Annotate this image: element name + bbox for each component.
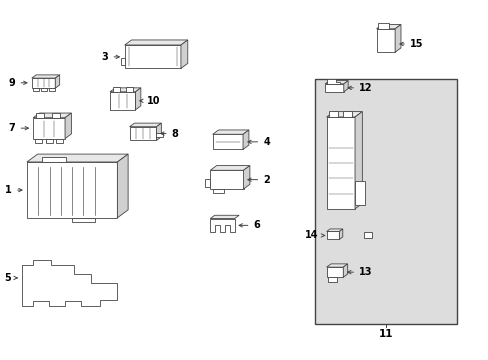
Polygon shape bbox=[33, 113, 71, 118]
Polygon shape bbox=[212, 130, 248, 134]
Polygon shape bbox=[354, 181, 364, 205]
Polygon shape bbox=[156, 123, 161, 140]
Polygon shape bbox=[212, 189, 224, 193]
Text: 7: 7 bbox=[9, 123, 28, 133]
Bar bbox=[364, 232, 371, 238]
Text: 9: 9 bbox=[9, 78, 27, 88]
Polygon shape bbox=[181, 40, 187, 68]
Polygon shape bbox=[32, 78, 55, 88]
Polygon shape bbox=[212, 134, 243, 149]
Polygon shape bbox=[110, 92, 135, 110]
Text: 14: 14 bbox=[304, 230, 324, 240]
Polygon shape bbox=[326, 229, 342, 231]
Polygon shape bbox=[243, 130, 248, 149]
Polygon shape bbox=[394, 24, 400, 52]
Text: 15: 15 bbox=[399, 39, 423, 49]
Polygon shape bbox=[156, 133, 163, 137]
Polygon shape bbox=[36, 113, 44, 118]
Polygon shape bbox=[117, 154, 128, 218]
Polygon shape bbox=[326, 117, 354, 209]
Polygon shape bbox=[210, 166, 249, 170]
Polygon shape bbox=[52, 113, 61, 118]
Text: 4: 4 bbox=[247, 137, 269, 147]
Polygon shape bbox=[35, 139, 42, 143]
Polygon shape bbox=[124, 45, 181, 68]
Polygon shape bbox=[327, 277, 337, 282]
Polygon shape bbox=[110, 88, 141, 92]
Polygon shape bbox=[328, 111, 337, 117]
Polygon shape bbox=[343, 81, 347, 92]
Polygon shape bbox=[354, 112, 362, 209]
Polygon shape bbox=[210, 219, 234, 232]
Polygon shape bbox=[326, 231, 339, 239]
Text: 1: 1 bbox=[5, 185, 22, 195]
Polygon shape bbox=[210, 215, 239, 219]
Polygon shape bbox=[32, 75, 60, 78]
Polygon shape bbox=[135, 88, 141, 110]
Text: 2: 2 bbox=[247, 175, 269, 185]
Bar bbox=[315, 79, 456, 324]
Polygon shape bbox=[41, 157, 66, 162]
Polygon shape bbox=[46, 139, 53, 143]
Polygon shape bbox=[33, 118, 65, 139]
Text: 3: 3 bbox=[102, 52, 119, 62]
Text: 6: 6 bbox=[239, 220, 260, 230]
Polygon shape bbox=[326, 264, 347, 267]
Polygon shape bbox=[205, 179, 210, 187]
Polygon shape bbox=[376, 29, 394, 52]
Polygon shape bbox=[55, 75, 60, 88]
Polygon shape bbox=[343, 111, 351, 117]
Polygon shape bbox=[210, 170, 243, 189]
Polygon shape bbox=[129, 123, 161, 127]
Polygon shape bbox=[49, 88, 55, 91]
Polygon shape bbox=[326, 112, 362, 117]
Polygon shape bbox=[326, 79, 339, 84]
Polygon shape bbox=[125, 87, 133, 92]
Polygon shape bbox=[124, 40, 187, 45]
Text: 5: 5 bbox=[4, 273, 17, 283]
Polygon shape bbox=[343, 264, 347, 277]
Text: 10: 10 bbox=[140, 96, 161, 106]
Polygon shape bbox=[27, 162, 117, 218]
Text: 8: 8 bbox=[161, 129, 178, 139]
Polygon shape bbox=[326, 267, 343, 277]
Text: 12: 12 bbox=[347, 83, 372, 93]
Polygon shape bbox=[339, 229, 342, 239]
Polygon shape bbox=[65, 113, 71, 139]
Polygon shape bbox=[243, 166, 249, 189]
Text: 13: 13 bbox=[347, 267, 372, 277]
Polygon shape bbox=[325, 84, 343, 92]
Polygon shape bbox=[113, 87, 120, 92]
Polygon shape bbox=[325, 81, 347, 84]
Polygon shape bbox=[22, 260, 117, 306]
Polygon shape bbox=[72, 218, 95, 222]
Polygon shape bbox=[41, 88, 47, 91]
Text: 11: 11 bbox=[378, 329, 393, 339]
Polygon shape bbox=[27, 154, 128, 162]
Polygon shape bbox=[56, 139, 63, 143]
Polygon shape bbox=[378, 23, 388, 29]
Polygon shape bbox=[129, 127, 156, 140]
Polygon shape bbox=[121, 58, 124, 65]
Polygon shape bbox=[376, 24, 400, 29]
Polygon shape bbox=[33, 88, 39, 91]
